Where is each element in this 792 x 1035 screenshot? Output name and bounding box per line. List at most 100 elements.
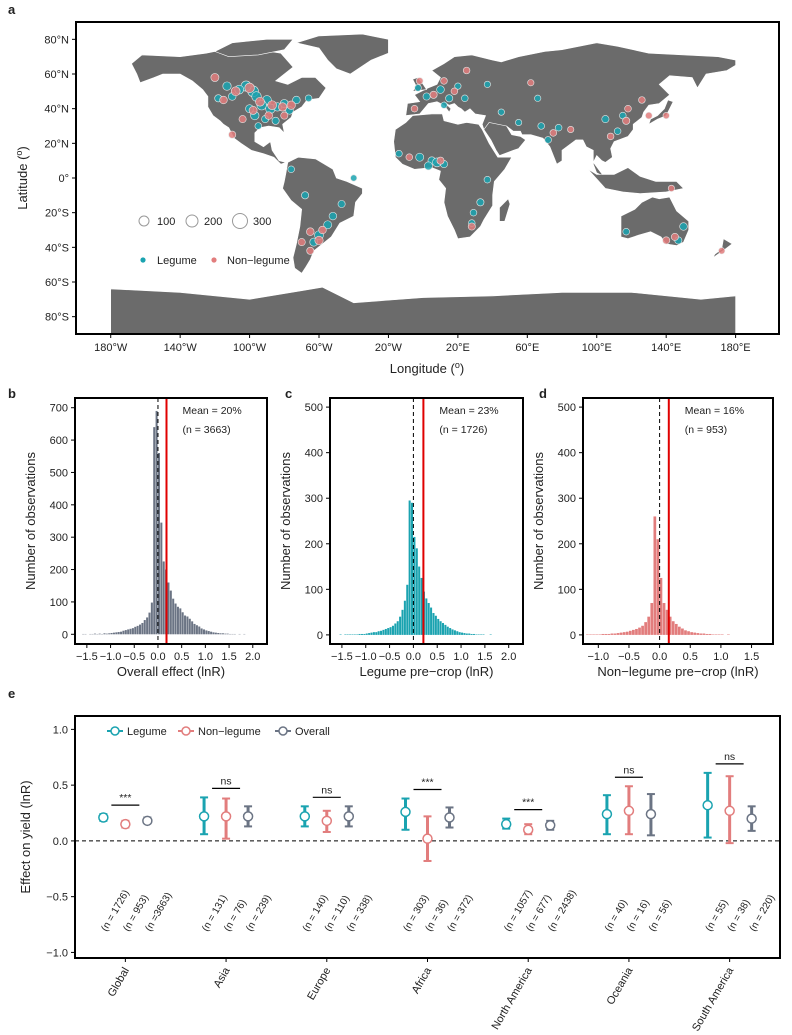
map-y-tick-label: 60°S bbox=[45, 277, 69, 289]
site-point-legume-49 bbox=[445, 94, 454, 103]
site-point-legume-77 bbox=[537, 122, 545, 130]
histogram-bar bbox=[380, 630, 383, 635]
site-point-legume-73 bbox=[554, 124, 563, 132]
x-tick-label: 1.5 bbox=[221, 651, 236, 663]
histogram-bar bbox=[98, 633, 101, 635]
significance-label: *** bbox=[522, 797, 534, 809]
histogram-bar bbox=[157, 453, 160, 635]
histogram-bar bbox=[619, 632, 623, 635]
n-annotation: (n = 953) bbox=[685, 424, 727, 436]
site-point-legume-93 bbox=[622, 228, 630, 236]
histogram-bar bbox=[696, 633, 700, 635]
n-label-overall: (n = 239) bbox=[244, 893, 274, 933]
n-label-overall: (n = 372) bbox=[446, 893, 476, 933]
histogram-bar bbox=[399, 616, 402, 635]
category-label: South America bbox=[690, 965, 737, 1034]
histogram-bar bbox=[396, 621, 399, 635]
n-annotation: (n = 3663) bbox=[182, 424, 230, 436]
map-x-tick-label: 100°W bbox=[233, 342, 267, 354]
histogram-bar bbox=[644, 622, 647, 635]
histogram-bar bbox=[134, 626, 137, 635]
y-tick-label: 500 bbox=[305, 402, 323, 414]
histogram-bar bbox=[420, 577, 423, 635]
site-point-non_legume-41 bbox=[318, 225, 327, 235]
site-point-non_legume-88 bbox=[567, 125, 575, 134]
x-tick-label: −1.5 bbox=[331, 651, 353, 663]
land-africa bbox=[393, 113, 513, 240]
histogram-bar bbox=[141, 622, 144, 635]
histogram-bar bbox=[647, 616, 651, 635]
site-point-legume-91 bbox=[679, 222, 688, 231]
site-point-non_legume-23 bbox=[267, 100, 277, 110]
histogram-bar bbox=[377, 631, 380, 635]
site-point-legume-65 bbox=[483, 176, 492, 184]
histogram-bar bbox=[93, 633, 96, 635]
site-points bbox=[210, 66, 726, 255]
histogram-bar bbox=[394, 623, 397, 635]
site-point-legume-60 bbox=[415, 152, 425, 162]
histogram-bar bbox=[172, 598, 175, 635]
x-axis-title: Legume pre−crop (lnR) bbox=[359, 664, 493, 679]
y-tick-label: 200 bbox=[50, 565, 68, 577]
x-tick-label: 2.0 bbox=[245, 651, 260, 663]
histogram-bar bbox=[415, 548, 418, 635]
x-axis-title: Non−legume pre−crop (lnR) bbox=[597, 664, 758, 679]
histogram-bar bbox=[453, 630, 456, 635]
histogram-bar bbox=[124, 630, 127, 635]
panel-b-label: b bbox=[8, 386, 16, 401]
land-indonesia bbox=[587, 167, 685, 194]
site-point-legume-78 bbox=[534, 94, 542, 102]
histogram-bar bbox=[181, 612, 184, 635]
site-point-legume-35 bbox=[337, 200, 346, 208]
histogram-bar bbox=[610, 633, 614, 635]
histogram-bar bbox=[705, 633, 709, 635]
histogram-bar bbox=[461, 632, 464, 635]
histogram-bar bbox=[413, 536, 416, 635]
site-point-non_legume-26 bbox=[210, 73, 220, 82]
histogram-bar bbox=[465, 633, 468, 635]
y-tick-label: −0.5 bbox=[46, 892, 68, 904]
mean-point-legume bbox=[98, 812, 109, 823]
significance-label: ns bbox=[221, 775, 232, 787]
y-tick-label: 0 bbox=[317, 630, 323, 642]
histogram-bar bbox=[195, 625, 198, 635]
x-tick-label: 2.0 bbox=[501, 651, 516, 663]
histogram-bar bbox=[411, 502, 414, 635]
site-point-legume-15 bbox=[304, 94, 313, 102]
histogram-bar bbox=[184, 615, 187, 635]
site-point-legume-48 bbox=[436, 85, 445, 94]
histogram-bar bbox=[207, 631, 210, 635]
site-point-non_legume-21 bbox=[230, 86, 241, 97]
mean-point-overall bbox=[343, 811, 355, 822]
mean-point-non_legume bbox=[422, 833, 433, 844]
y-tick-label: −1.0 bbox=[46, 947, 68, 959]
mean-point-overall bbox=[444, 812, 455, 823]
site-point-legume-80 bbox=[515, 118, 523, 127]
map-y-tick-label: 20°N bbox=[44, 138, 69, 150]
y-axis-title: Number of observations bbox=[531, 451, 546, 590]
histogram-bar bbox=[200, 628, 203, 635]
significance-label: *** bbox=[119, 792, 131, 804]
site-point-non_legume-53 bbox=[416, 77, 424, 85]
n-annotation: (n = 1726) bbox=[439, 424, 487, 436]
histogram-bar bbox=[389, 627, 392, 635]
mean-point-overall bbox=[645, 808, 657, 820]
histogram-bar bbox=[176, 606, 179, 635]
land-south-america bbox=[282, 156, 363, 274]
histogram-bar bbox=[368, 633, 371, 635]
histogram-bar bbox=[167, 582, 170, 635]
histogram-bar bbox=[188, 618, 191, 635]
mean-annotation: Mean = 23% bbox=[439, 405, 498, 417]
land-antarctica bbox=[110, 286, 736, 335]
site-point-legume-59 bbox=[395, 150, 403, 158]
histogram-bar bbox=[160, 522, 163, 635]
site-point-non_legume-29 bbox=[264, 111, 273, 120]
legend-symbol-legume bbox=[110, 726, 120, 736]
histogram-bar bbox=[632, 629, 635, 635]
histogram-bar bbox=[472, 633, 475, 635]
x-tick-label: 1.0 bbox=[453, 651, 468, 663]
histogram-bar bbox=[650, 603, 654, 635]
site-point-legume-16 bbox=[222, 81, 232, 91]
histogram-bar bbox=[179, 608, 182, 635]
histogram-bar bbox=[375, 632, 378, 635]
